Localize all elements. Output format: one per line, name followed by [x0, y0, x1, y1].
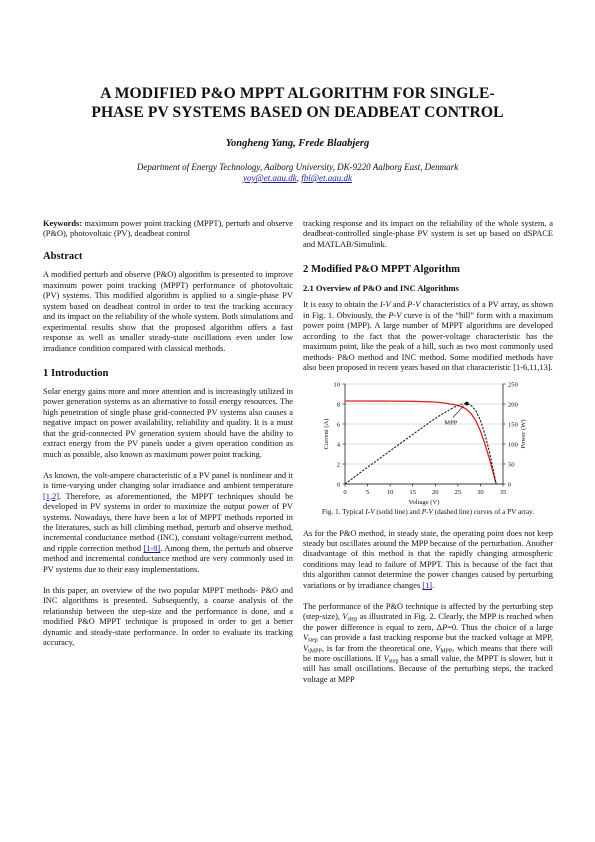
- intro-heading: 1 Introduction: [43, 368, 109, 380]
- keywords-label: Keywords:: [43, 219, 83, 228]
- x-axis-label: Voltage (V): [409, 499, 440, 506]
- s2p1-c: characteristics of a PV array, as shown …: [303, 300, 554, 320]
- y-tick-label-right: 100: [508, 441, 519, 448]
- right-column: tracking response and its impact on the …: [303, 219, 553, 696]
- y-tick-label-right: 50: [508, 461, 515, 468]
- citation-link[interactable]: [1]: [422, 580, 433, 590]
- x-tick-label: 0: [343, 489, 347, 496]
- s2p3-b: as illustrated in Fig. 2. Clearly, the M…: [303, 612, 554, 632]
- section-2-paragraph-2: As for the P&O method, in steady state, …: [303, 529, 553, 592]
- caption-c: (dashed line) curves of a PV array.: [432, 507, 535, 516]
- figure-1: 0 5 10 15 20 25 30 35 0 2 4 6 8 10 0 50 100 150 200 250 Volt…: [303, 378, 553, 508]
- s2p3-f: , which means that there will be more os…: [303, 643, 553, 664]
- y-tick-label-right: 200: [508, 401, 519, 408]
- x-tick-label: 15: [409, 489, 416, 496]
- authors: Yongheng Yang, Frede Blaabjerg: [225, 138, 370, 149]
- subsection-2-1-heading: 2.1 Overview of P&O and INC Algorithms: [303, 283, 459, 294]
- citation-link[interactable]: [1,2]: [43, 491, 60, 501]
- figure-1-caption: Fig. 1. Typical I-V (solid line) and P-V…: [303, 508, 553, 517]
- v-symbol: V: [435, 643, 441, 653]
- step-subscript: step: [347, 616, 358, 623]
- y-tick-label-right: 0: [508, 481, 512, 488]
- left-column: Keywords: maximum power point tracking (…: [43, 219, 293, 659]
- y-tick-label-left: 10: [333, 381, 340, 388]
- title-line-1: A MODIFIED P&O MPPT ALGORITHM FOR SINGLE…: [100, 85, 495, 102]
- v-symbol: V: [383, 654, 389, 664]
- pv-term: P-V: [407, 300, 421, 310]
- iv-curve: [345, 399, 497, 484]
- affiliation-block: Department of Energy Technology, Aalborg…: [40, 162, 555, 184]
- step-subscript: step: [388, 658, 399, 665]
- s2p1-d: curve is of the “hill” form with a maxim…: [303, 310, 553, 373]
- section-2-paragraph-1: It is easy to obtain the I-V and P-V cha…: [303, 300, 553, 373]
- emails: yoy@et.aau.dk, fbl@et.aau.dk: [40, 173, 555, 184]
- x-tick-label: 35: [500, 489, 507, 496]
- step-subscript: step: [308, 637, 318, 644]
- section-2-paragraph-3: The performance of the P&O technique is …: [303, 602, 553, 686]
- keywords-text: maximum power point tracking (MPPT), per…: [43, 219, 293, 239]
- affiliation: Department of Energy Technology, Aalborg…: [136, 162, 459, 172]
- y-axis-label-right: Power (W): [520, 419, 527, 448]
- caption-iv: I-V: [365, 507, 375, 516]
- y-tick-label-left: 2: [337, 461, 340, 468]
- x-tick-label: 30: [477, 489, 484, 496]
- v-symbol: V: [342, 612, 348, 622]
- mpp-arrow: [452, 404, 465, 418]
- abstract-heading: Abstract: [43, 251, 83, 263]
- s2p3-g: has a small value, the MPPT is slower, b…: [303, 654, 553, 684]
- paper-title: A MODIFIED P&O MPPT ALGORITHM FOR SINGLE…: [40, 84, 555, 122]
- caption-b: (solid line) and: [374, 507, 422, 516]
- s2p2-b: .: [432, 580, 435, 590]
- intro-p2-text-c: . Among them, the perturb and observe me…: [43, 543, 293, 574]
- x-tick-label: 20: [432, 489, 439, 496]
- iv-term: I-V: [379, 300, 391, 310]
- y-tick-label-right: 150: [508, 421, 519, 428]
- intro-p2-text-a: As known, the volt-ampere characteristic…: [43, 470, 293, 491]
- right-paragraph-0: tracking response and its impact on the …: [303, 219, 553, 249]
- s2p3-d: can provide a fast tracking response but…: [317, 633, 553, 643]
- v-symbol: V: [303, 643, 309, 653]
- x-tick-label: 25: [455, 489, 462, 496]
- email-separator: ,: [296, 173, 302, 183]
- mpp-label: MPP: [444, 419, 458, 426]
- s2p2-a: As for the P&O method, in steady state, …: [303, 528, 553, 590]
- intro-p2-text-b: . Therefore, as aforementioned, the MPPT…: [43, 491, 293, 553]
- tmpp-subscript: tMPP: [308, 648, 322, 655]
- caption-pv: P-V: [421, 507, 433, 516]
- s2p3-c: =0. Thus the choice of a large: [447, 622, 553, 632]
- email-link-2[interactable]: fbl@et.aau.dk: [301, 173, 353, 183]
- citation-link[interactable]: [1-8]: [143, 543, 161, 553]
- x-tick-label: 10: [387, 489, 394, 496]
- intro-paragraph-2: As known, the volt-ampere characteristic…: [43, 471, 293, 576]
- email-link-1[interactable]: yoy@et.aau.dk: [242, 173, 297, 183]
- x-tick-label: 5: [366, 489, 370, 496]
- section-2-heading: 2 Modified P&O MPPT Algorithm: [303, 264, 460, 276]
- caption-a: Fig. 1. Typical: [321, 507, 366, 516]
- y-axis-label-left: Current (A): [323, 418, 330, 449]
- mpp-point: [465, 401, 469, 405]
- abstract-text: A modified perturb and observe (P&O) alg…: [43, 270, 293, 353]
- intro-paragraph-1: Solar energy gains more and more attenti…: [43, 387, 293, 459]
- s2p1-a: It is easy to obtain the: [303, 300, 380, 310]
- intro-paragraph-3: In this paper, an overview of the two po…: [43, 585, 293, 647]
- y-tick-label-left: 6: [337, 421, 341, 428]
- s2p3-e: , is far from the theoretical one,: [321, 643, 436, 653]
- y-tick-label-left: 0: [337, 481, 341, 488]
- y-tick-label-right: 250: [508, 381, 519, 388]
- pv-curve: [344, 402, 497, 484]
- title-line-2: PHASE PV SYSTEMS BASED ON DEADBEAT CONTR…: [91, 104, 504, 121]
- y-tick-label-left: 8: [337, 401, 341, 408]
- iv-pv-chart: 0 5 10 15 20 25 30 350246810050100150200250Volt…: [323, 381, 527, 506]
- p-symbol: P: [442, 622, 448, 632]
- keywords: Keywords: maximum power point tracking (…: [43, 219, 293, 240]
- mpp-subscript: MPP: [440, 648, 453, 655]
- y-tick-label-left: 4: [337, 441, 341, 448]
- pv-term: P-V: [388, 310, 402, 320]
- s2p1-b: and: [390, 300, 408, 310]
- s2p3-a: The performance of the P&O technique is …: [303, 601, 553, 622]
- v-symbol: V: [303, 633, 309, 643]
